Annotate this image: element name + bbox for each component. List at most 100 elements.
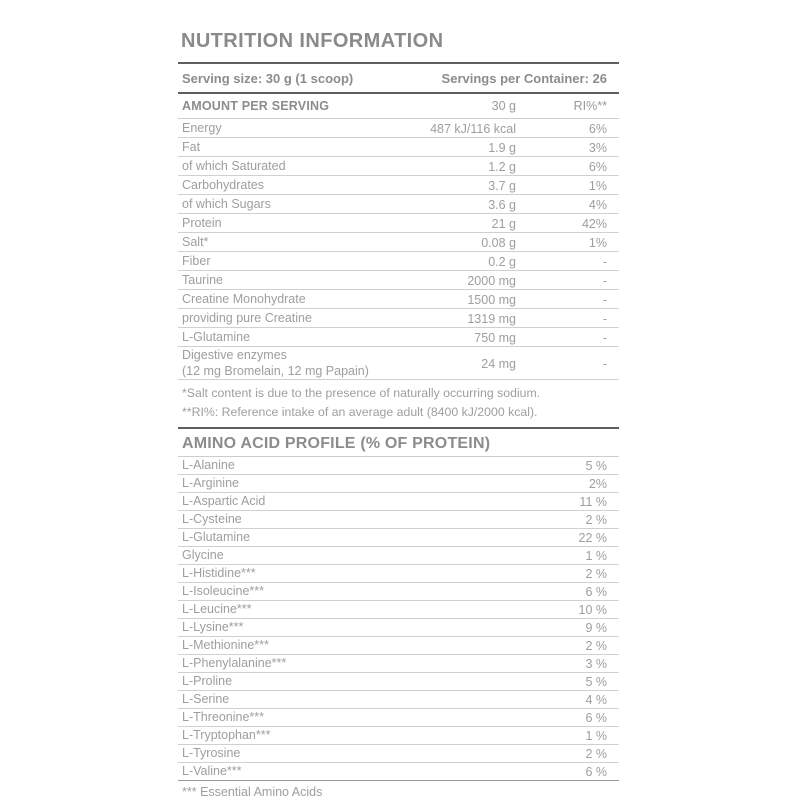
nutrient-ri-percent: 3% — [588, 140, 607, 155]
amino-acid-percent: 5 % — [585, 459, 607, 474]
main-table-header-row: AMOUNT PER SERVING 30 g RI%** — [178, 94, 619, 119]
table-row: Taurine 2000 mg - — [178, 271, 619, 290]
ri-percent-header: RI%** — [573, 99, 607, 113]
nutrient-amount: 3.7 g — [488, 178, 516, 193]
table-row: L-Methionine*** 2 % — [178, 637, 619, 656]
footnotes: *Salt content is due to the presence of … — [178, 380, 619, 427]
nutrient-name: of which Saturated — [182, 158, 286, 173]
nutrient-name: Creatine Monohydrate — [182, 291, 306, 306]
table-row: L-Aspartic Acid 11 % — [178, 493, 619, 512]
table-row: Protein 21 g 42% — [178, 214, 619, 233]
divider — [178, 427, 619, 430]
table-row: Fiber 0.2 g - — [178, 252, 619, 271]
amino-acid-percent: 2 % — [585, 639, 607, 654]
divider — [178, 92, 619, 94]
nutrient-name: L-Glutamine — [182, 329, 251, 344]
nutrient-amount: 750 mg — [474, 330, 516, 345]
amino-acid-name: L-Aspartic Acid — [182, 494, 266, 509]
nutrient-amount: 2000 mg — [467, 273, 516, 288]
nutrient-name: providing pure Creatine — [182, 310, 312, 325]
table-row: Digestive enzymes (12 mg Bromelain, 12 m… — [178, 347, 619, 381]
table-row: Fat 1.9 g 3% — [178, 138, 619, 157]
amino-acid-name: L-Tyrosine — [182, 746, 241, 761]
amino-acid-percent: 1 % — [585, 729, 607, 744]
nutrient-name: Salt* — [182, 234, 209, 249]
table-row: Energy 487 kJ/116 kcal 6% — [178, 119, 619, 138]
nutrient-amount: 21 g — [491, 216, 516, 231]
nutrient-name: Digestive enzymes (12 mg Bromelain, 12 m… — [182, 348, 369, 378]
amino-table-header-row: AMINO ACID PROFILE (% OF PROTEIN) — [178, 432, 619, 458]
table-row: of which Sugars 3.6 g 4% — [178, 195, 619, 214]
amino-acid-percent: 6 % — [585, 765, 607, 780]
amino-acid-percent: 11 % — [579, 495, 607, 510]
salt-footnote: *Salt content is due to the presence of … — [182, 386, 541, 401]
amino-acid-name: L-Serine — [182, 692, 230, 707]
amino-acid-name: L-Proline — [182, 674, 233, 689]
amino-acid-percent: 5 % — [585, 675, 607, 690]
table-row: L-Cysteine 2 % — [178, 511, 619, 530]
table-row: L-Serine 4 % — [178, 691, 619, 710]
table-row: Creatine Monohydrate 1500 mg - — [178, 290, 619, 309]
amino-acid-name: L-Valine*** — [182, 764, 242, 779]
page-title: NUTRITION INFORMATION — [181, 30, 444, 52]
nutrient-amount: 1.9 g — [488, 140, 516, 155]
table-row: Glycine 1 % — [178, 547, 619, 566]
serving-size-label: Serving size: 30 g (1 scoop) — [182, 70, 354, 86]
table-row: L-Phenylalanine*** 3 % — [178, 655, 619, 674]
nutrient-amount: 0.08 g — [481, 235, 516, 250]
amount-per-serving-header: AMOUNT PER SERVING — [182, 99, 330, 113]
nutrient-name: Energy — [182, 120, 222, 135]
table-row: L-Glutamine 22 % — [178, 529, 619, 548]
amino-acid-name: L-Cysteine — [182, 512, 242, 527]
amino-acid-profile-header: AMINO ACID PROFILE (% OF PROTEIN) — [182, 435, 491, 453]
amino-acid-percent: 9 % — [585, 621, 607, 636]
table-row: L-Leucine*** 10 % — [178, 601, 619, 620]
amino-acid-percent: 22 % — [578, 531, 608, 546]
nutrient-ri-percent: 6% — [588, 159, 607, 174]
table-row: L-Threonine*** 6 % — [178, 709, 619, 728]
nutrient-name: of which Sugars — [182, 196, 271, 211]
amino-acid-name: Glycine — [182, 548, 224, 563]
nutrition-label: NUTRITION INFORMATION Serving size: 30 g… — [178, 30, 619, 799]
table-row: L-Arginine 2% — [178, 475, 619, 494]
servings-per-container-label: Servings per Container: 26 — [441, 70, 607, 86]
amino-acid-percent: 6 % — [585, 585, 607, 600]
table-row: L-Tyrosine 2 % — [178, 745, 619, 764]
nutrient-amount: 1319 mg — [467, 311, 516, 326]
table-row: L-Valine*** 6 % — [178, 763, 619, 782]
nutrient-name: Fiber — [182, 253, 211, 268]
amino-acid-name: L-Methionine*** — [182, 638, 269, 653]
amino-acid-percent: 2% — [588, 477, 607, 492]
table-row: L-Glutamine 750 mg - — [178, 328, 619, 347]
amino-acid-percent: 3 % — [585, 657, 607, 672]
table-row: L-Proline 5 % — [178, 673, 619, 692]
nutrition-facts-table: Energy 487 kJ/116 kcal 6% Fat 1.9 g 3% o… — [178, 119, 619, 381]
nutrient-ri-percent: 1% — [588, 235, 607, 250]
nutrient-ri-percent: - — [602, 273, 607, 288]
divider — [178, 62, 619, 64]
amino-acid-name: L-Alanine — [182, 458, 235, 473]
nutrient-amount: 487 kJ/116 kcal — [430, 121, 516, 136]
amino-acid-name: L-Leucine*** — [182, 602, 252, 617]
amino-acid-percent: 2 % — [585, 747, 607, 762]
table-row: Carbohydrates 3.7 g 1% — [178, 176, 619, 195]
amino-acid-table: L-Alanine 5 % L-Arginine 2% L-Aspartic A… — [178, 457, 619, 782]
nutrient-amount: 3.6 g — [488, 197, 516, 212]
serving-info-row: Serving size: 30 g (1 scoop) Servings pe… — [178, 64, 619, 92]
amino-acid-name: L-Threonine*** — [182, 710, 264, 725]
nutrient-ri-percent: - — [602, 330, 607, 345]
amino-acid-name: L-Phenylalanine*** — [182, 656, 287, 671]
nutrient-name: Protein — [182, 215, 222, 230]
amino-acid-name: L-Arginine — [182, 476, 239, 491]
table-row: L-Lysine*** 9 % — [178, 619, 619, 638]
amino-acid-name: L-Histidine*** — [182, 566, 256, 581]
nutrient-amount: 0.2 g — [488, 254, 516, 269]
nutrient-amount: 1500 mg — [467, 292, 516, 307]
nutrient-ri-percent: - — [602, 356, 607, 371]
table-row: L-Isoleucine*** 6 % — [178, 583, 619, 602]
table-row: providing pure Creatine 1319 mg - — [178, 309, 619, 328]
table-row: Salt* 0.08 g 1% — [178, 233, 619, 252]
nutrient-ri-percent: 6% — [588, 121, 607, 136]
amino-acid-percent: 4 % — [585, 693, 607, 708]
nutrient-ri-percent: 42% — [581, 216, 607, 231]
